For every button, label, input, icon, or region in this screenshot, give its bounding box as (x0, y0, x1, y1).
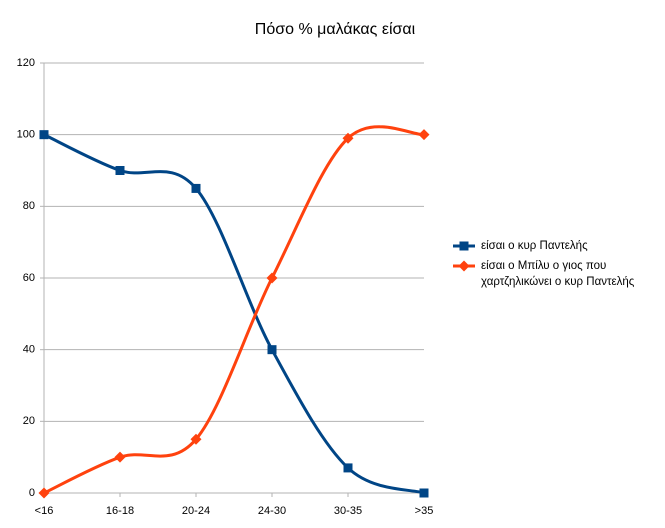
y-tick-label: 40 (23, 344, 35, 356)
legend: είσαι ο κυρ Παντελής είσαι ο Μπίλυ ο γιος… (452, 238, 662, 294)
marker (39, 130, 49, 140)
legend-swatch (453, 241, 475, 251)
legend-entry: είσαι ο κυρ Παντελής (452, 238, 662, 254)
x-tick-label: 30-35 (334, 505, 362, 517)
x-tick-label: 20-24 (182, 505, 210, 517)
y-tick-label: 20 (23, 415, 35, 427)
x-tick-label: 24-30 (258, 505, 286, 517)
y-tick-label: 80 (23, 200, 35, 212)
marker (190, 433, 202, 445)
y-tick-label: 100 (17, 129, 35, 141)
marker (343, 463, 353, 473)
series-line (43, 133, 425, 495)
legend-entry: είσαι ο Μπίλυ ο γιος που χαρτζηλικώνει ο… (452, 258, 662, 290)
legend-key (452, 238, 476, 252)
marker (418, 129, 430, 141)
x-tick-label: <16 (35, 505, 54, 517)
marker (114, 451, 126, 463)
marker (342, 132, 354, 144)
marker (115, 166, 125, 175)
marker (191, 183, 201, 193)
marker (458, 260, 470, 272)
y-tick-label: 60 (23, 272, 35, 284)
series-line (43, 125, 425, 495)
legend-swatch (453, 260, 475, 272)
marker (38, 487, 50, 499)
y-tick-label: 0 (29, 487, 35, 499)
marker (266, 272, 278, 284)
marker (419, 488, 429, 498)
legend-label: είσαι ο Μπίλυ ο γιος που χαρτζηλικώνει ο… (481, 260, 635, 288)
chart-title: Πόσο % μαλάκας είσαι (255, 21, 416, 38)
x-tick-label: >35 (415, 505, 434, 517)
marker (459, 241, 469, 251)
y-tick-label: 120 (17, 57, 35, 69)
marker (267, 345, 277, 355)
legend-key (452, 258, 476, 272)
legend-label: είσαι ο κυρ Παντελής (481, 240, 588, 252)
x-tick-label: 16-18 (106, 505, 134, 517)
